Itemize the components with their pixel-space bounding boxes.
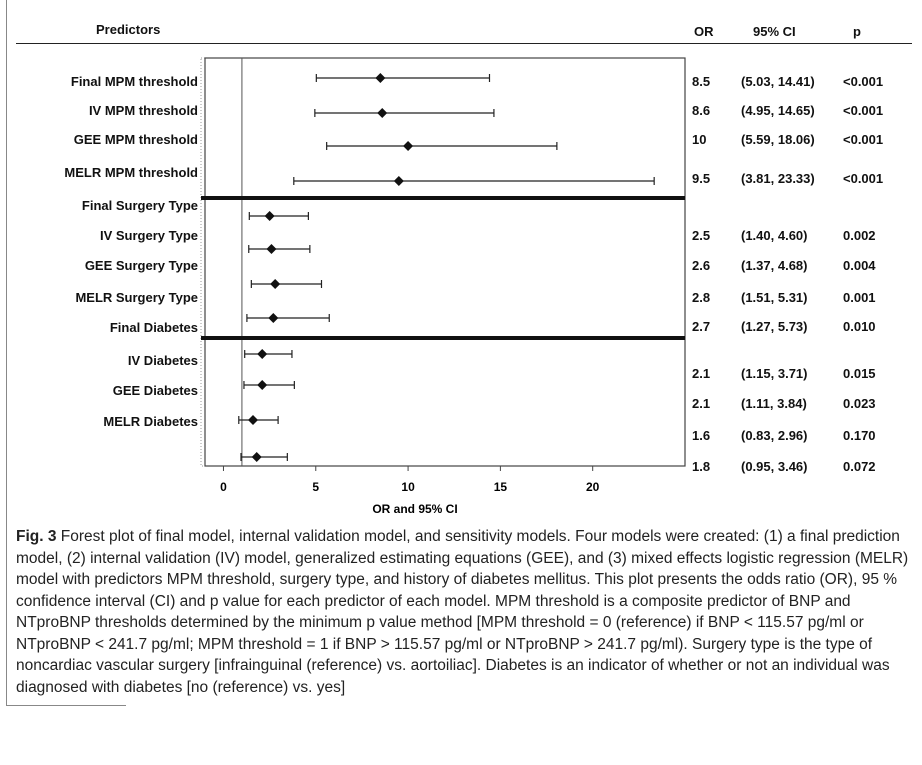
figure-frame-left xyxy=(6,0,7,705)
stat-ci: (0.83, 2.96) xyxy=(741,428,808,443)
stat-or: 2.7 xyxy=(692,319,711,334)
stat-ci: (1.15, 3.71) xyxy=(741,366,808,381)
header-or: OR xyxy=(694,24,714,39)
x-axis-label: OR and 95% CI xyxy=(372,502,457,516)
x-tick-label: 20 xyxy=(586,480,600,494)
stat-p: 0.170 xyxy=(843,428,876,443)
x-tick-label: 5 xyxy=(312,480,319,494)
point-estimate xyxy=(257,349,268,359)
figure-label: Fig. 3 xyxy=(16,528,57,545)
point-estimate xyxy=(248,415,258,425)
stat-ci: (1.11, 3.84) xyxy=(741,396,807,411)
predictor-label: Final MPM threshold xyxy=(70,74,198,89)
predictor-label: GEE Surgery Type xyxy=(84,258,198,273)
stat-p: <0.001 xyxy=(843,171,884,186)
header-p: p xyxy=(853,24,861,39)
point-estimate xyxy=(403,141,414,151)
point-estimate xyxy=(377,108,388,118)
x-tick-label: 0 xyxy=(220,480,227,494)
predictor-label: GEE MPM threshold xyxy=(73,132,198,147)
stat-p: 0.072 xyxy=(843,459,876,474)
predictor-label: Final Diabetes xyxy=(109,320,198,335)
caption-text: Forest plot of final model, internal val… xyxy=(16,528,909,696)
stat-p: <0.001 xyxy=(843,74,884,89)
stat-p: 0.004 xyxy=(843,258,876,273)
predictor-label: IV Surgery Type xyxy=(99,228,198,243)
point-estimate xyxy=(264,211,275,221)
stat-p: <0.001 xyxy=(843,103,884,118)
point-estimate xyxy=(375,73,386,83)
point-estimate xyxy=(270,279,281,289)
predictor-label: IV Diabetes xyxy=(127,353,198,368)
stat-ci: (5.03, 14.41) xyxy=(741,74,815,89)
predictor-label: MELR MPM threshold xyxy=(64,165,198,180)
plot-frame xyxy=(204,57,686,467)
stat-p: 0.010 xyxy=(843,319,876,334)
point-estimate xyxy=(257,380,268,390)
stat-p: 0.015 xyxy=(843,366,876,381)
stat-ci: (4.95, 14.65) xyxy=(741,103,815,118)
stat-or: 2.6 xyxy=(692,258,711,273)
x-tick-label: 15 xyxy=(494,480,508,494)
stat-or: 8.5 xyxy=(692,74,711,89)
predictor-label: MELR Diabetes xyxy=(103,414,198,429)
point-estimate xyxy=(251,452,262,462)
forest-plot: 0 5 10 15 20 OR and 95% CI xyxy=(200,57,686,516)
figure-caption: Fig. 3 Forest plot of final model, inter… xyxy=(16,526,916,698)
stat-ci: (5.59, 18.06) xyxy=(741,132,815,147)
figure-frame-bottom xyxy=(6,705,126,706)
stat-ci: (1.51, 5.31) xyxy=(741,290,808,305)
stat-or: 2.8 xyxy=(692,290,711,305)
stat-or: 9.5 xyxy=(692,171,711,186)
predictor-label: IV MPM threshold xyxy=(88,103,198,118)
stat-ci: (1.27, 5.73) xyxy=(741,319,808,334)
predictor-label: MELR Surgery Type xyxy=(75,290,198,305)
point-estimate xyxy=(266,244,277,254)
stat-p: 0.001 xyxy=(843,290,876,305)
point-estimate xyxy=(268,313,279,323)
stat-p: 0.002 xyxy=(843,228,876,243)
x-tick-label: 10 xyxy=(401,480,415,494)
stat-ci: (0.95, 3.46) xyxy=(741,459,808,474)
stat-or: 2.1 xyxy=(692,396,711,411)
stat-or: 1.6 xyxy=(692,428,711,443)
header-ci: 95% CI xyxy=(753,24,796,39)
stat-ci: (1.37, 4.68) xyxy=(741,258,808,273)
stat-or: 2.5 xyxy=(692,228,711,243)
header-rule xyxy=(16,43,912,44)
point-estimate xyxy=(393,176,404,186)
stat-or: 8.6 xyxy=(692,103,711,118)
stat-or: 2.1 xyxy=(692,366,711,381)
predictor-label: Final Surgery Type xyxy=(81,198,198,213)
stat-or: 10 xyxy=(692,132,707,147)
stat-or: 1.8 xyxy=(692,459,711,474)
stat-p: <0.001 xyxy=(843,132,884,147)
header-predictors: Predictors xyxy=(96,22,161,37)
predictor-label: GEE Diabetes xyxy=(112,383,198,398)
stat-p: 0.023 xyxy=(843,396,876,411)
stat-ci: (3.81, 23.33) xyxy=(741,171,815,186)
stat-ci: (1.40, 4.60) xyxy=(741,228,808,243)
